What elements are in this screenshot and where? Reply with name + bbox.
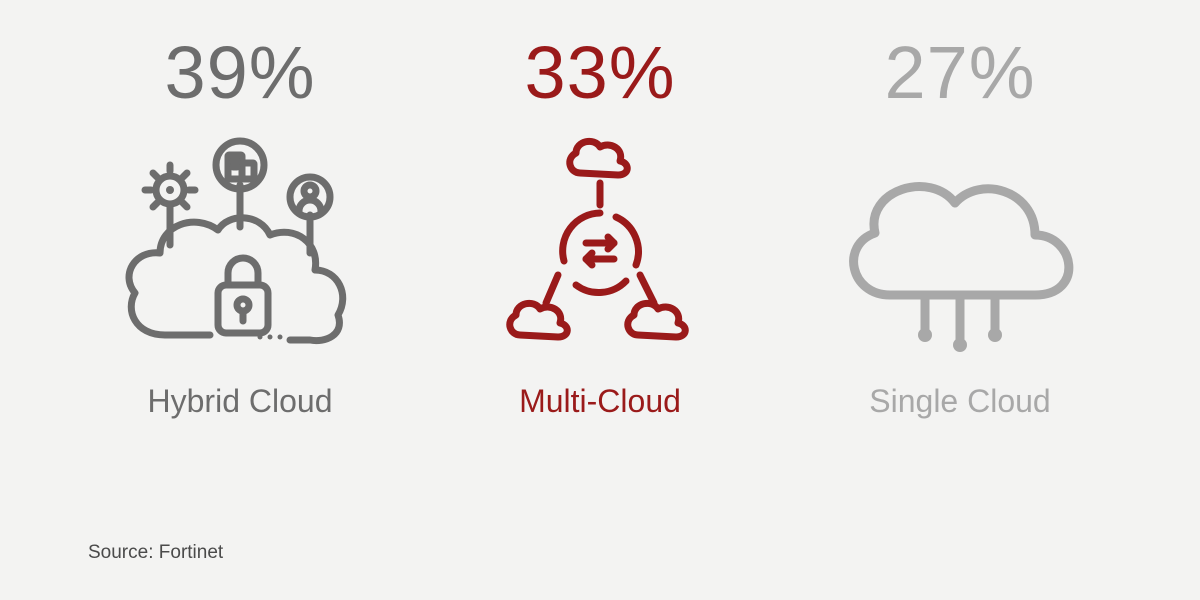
percent-value: 27% — [884, 30, 1035, 115]
stat-label: Single Cloud — [869, 383, 1050, 420]
source-name: Fortinet — [159, 542, 223, 563]
source-prefix: Source: — [88, 542, 159, 563]
hybrid-cloud-icon — [110, 125, 370, 375]
percent-value: 33% — [524, 30, 675, 115]
stat-multi-cloud: 33% — [420, 30, 780, 420]
infographic-row: 39% — [0, 0, 1200, 600]
stat-single-cloud: 27% Single Cloud — [780, 30, 1140, 420]
percent-value: 39% — [164, 30, 315, 115]
stat-hybrid-cloud: 39% — [60, 30, 420, 420]
multi-cloud-icon — [480, 125, 720, 375]
single-cloud-icon — [820, 125, 1100, 375]
stat-label: Multi-Cloud — [519, 383, 681, 420]
stat-label: Hybrid Cloud — [148, 383, 333, 420]
source-attribution: Source: Fortinet — [88, 542, 223, 564]
